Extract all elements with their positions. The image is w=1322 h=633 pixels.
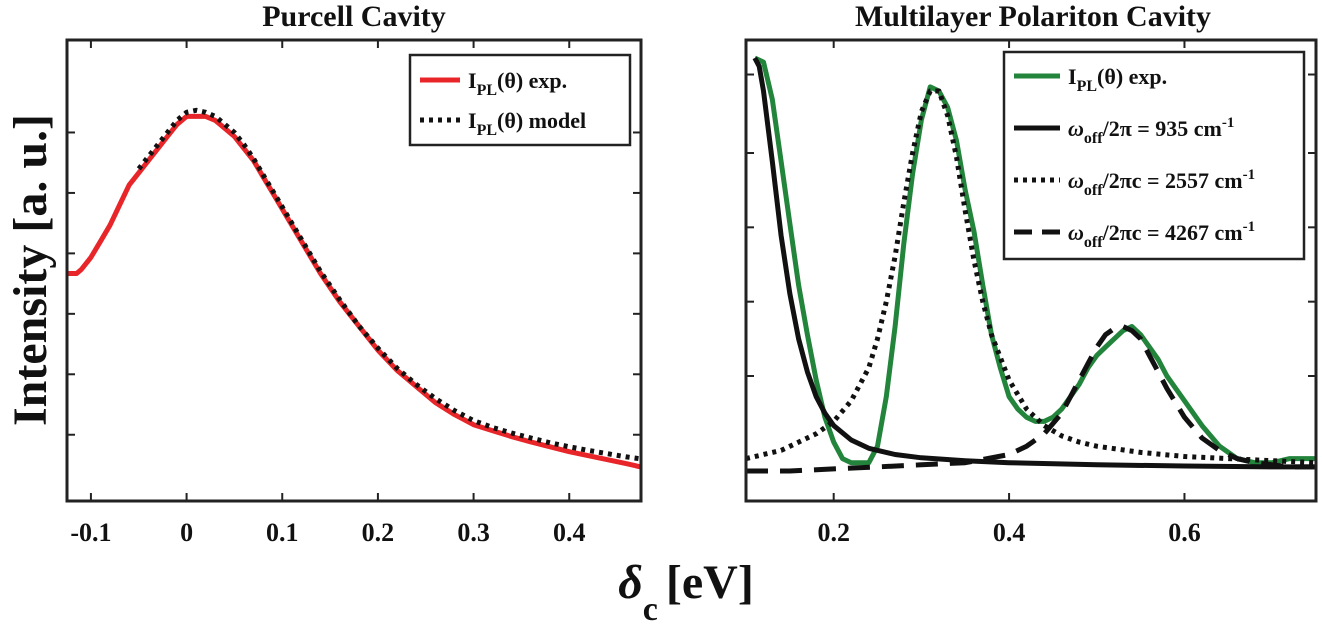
right-xtick-label: 0.6 xyxy=(1168,518,1201,547)
right-series-line-2 xyxy=(747,88,1315,466)
left-series-line-0 xyxy=(68,113,640,470)
left-xtick-label: -0.1 xyxy=(70,518,111,547)
right-series-line-1 xyxy=(752,56,1315,470)
right-legend-label-935: ωoff/2π = 935 cm-1 xyxy=(1068,115,1234,147)
right-xtick-label: 0.4 xyxy=(993,518,1026,547)
left-xtick-label: 0.3 xyxy=(457,518,490,547)
left-series xyxy=(68,107,640,470)
right-panel: Multilayer Polariton Cavity 0.2 0.4 0.6 IP… xyxy=(744,0,1318,547)
left-panel: Purcell Cavity -0.1 0 0.1 0.2 0.3 0.4 IPL(θ) … xyxy=(65,0,643,547)
right-legend: IPL(θ) exp. ωoff/2π = 935 cm-1 ωoff/2πc … xyxy=(1002,50,1306,261)
left-plot-frame xyxy=(65,38,643,503)
right-plot-frame xyxy=(744,38,1318,503)
right-series-line-0 xyxy=(753,55,1315,466)
left-legend: IPL(θ) exp. IPL(θ) model xyxy=(408,53,632,147)
right-series-line-3 xyxy=(747,324,1315,474)
left-series-line-1 xyxy=(136,107,640,462)
left-xtick-label: 0 xyxy=(180,518,193,547)
right-ticks: 0.2 0.4 0.6 xyxy=(746,40,1316,547)
left-legend-label-exp: IPL(θ) exp. xyxy=(468,68,567,99)
right-xtick-label: 0.2 xyxy=(817,518,850,547)
left-legend-box xyxy=(408,53,632,147)
right-legend-box xyxy=(1002,50,1306,261)
x-axis-label: δc[eV] xyxy=(618,556,754,628)
right-chart-title: Multilayer Polariton Cavity xyxy=(855,0,1211,33)
right-legend-label-4267: ωoff/2πc = 4267 cm-1 xyxy=(1068,219,1255,251)
left-xtick-label: 0.1 xyxy=(266,518,299,547)
left-legend-label-model: IPL(θ) model xyxy=(468,108,586,139)
left-xtick-label: 0.2 xyxy=(362,518,395,547)
right-legend-label-exp: IPL(θ) exp. xyxy=(1068,64,1167,95)
right-series xyxy=(747,55,1315,474)
y-axis-label: Intensity [a. u.] xyxy=(4,114,57,426)
left-ticks: -0.1 0 0.1 0.2 0.3 0.4 xyxy=(67,40,641,547)
right-legend-label-2557: ωoff/2πc = 2557 cm-1 xyxy=(1068,167,1255,199)
left-xtick-label: 0.4 xyxy=(553,518,586,547)
left-chart-title: Purcell Cavity xyxy=(262,0,446,33)
